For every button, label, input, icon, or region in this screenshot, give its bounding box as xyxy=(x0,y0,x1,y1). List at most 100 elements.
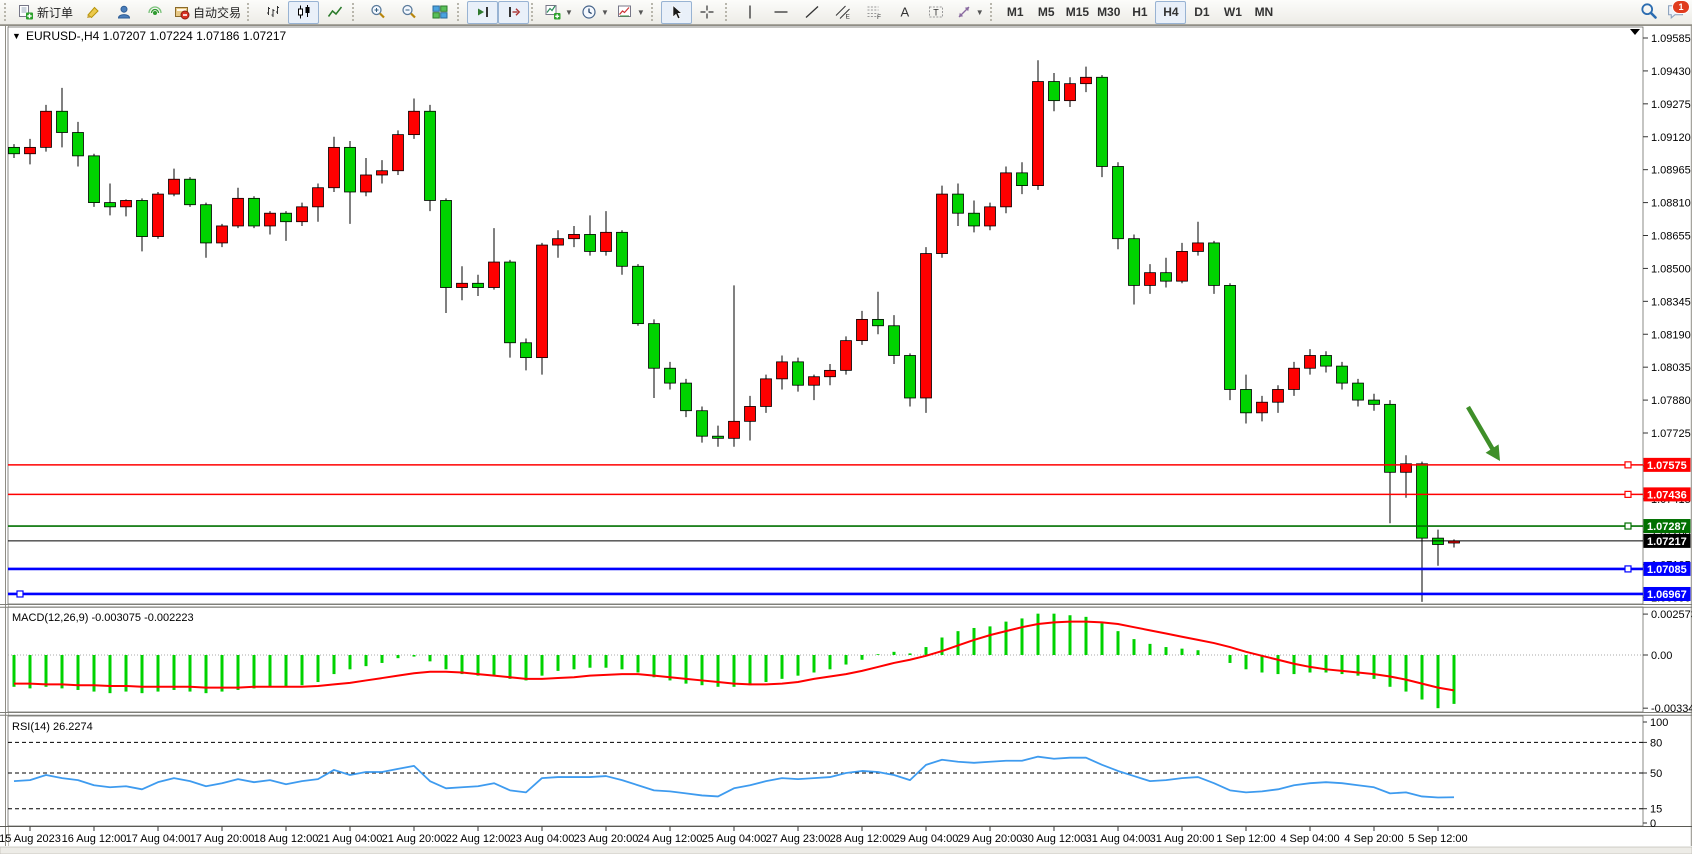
button-label: M5 xyxy=(1037,5,1055,19)
notifications-button[interactable]: 1 xyxy=(1667,0,1690,24)
candle-body xyxy=(24,146,36,155)
candle-body xyxy=(536,244,548,359)
chevron-down-icon[interactable]: ▼ xyxy=(565,7,573,17)
zoom-in-button[interactable] xyxy=(362,1,393,24)
chart-title: ▼ EURUSD-,H4 1.07207 1.07224 1.07186 1.07… xyxy=(12,29,287,43)
vertical-line-button[interactable] xyxy=(735,1,766,24)
candle-body xyxy=(824,369,836,378)
candles-icon xyxy=(296,4,312,20)
search-button[interactable] xyxy=(1640,2,1657,24)
candle-body xyxy=(1144,272,1156,286)
timeframe-button-tf-m5[interactable]: M5 xyxy=(1031,1,1062,24)
tile-windows-button[interactable] xyxy=(424,1,455,24)
candle-body xyxy=(488,261,500,288)
new-order-button[interactable]: 新订单 xyxy=(14,1,77,24)
candle-body xyxy=(616,231,628,267)
templates-button[interactable]: ▼ xyxy=(613,1,649,24)
hline-handle[interactable] xyxy=(1624,522,1632,530)
price-tick-label: 1.08810 xyxy=(1651,198,1691,210)
candle-body xyxy=(840,340,852,371)
horizontal-line-button[interactable] xyxy=(766,1,797,24)
line-chart-icon xyxy=(327,4,343,20)
time-axis[interactable]: 15 Aug 2023 16 Aug 12:00 17 Aug 04:00 17 Au… xyxy=(0,826,1468,846)
timeframe-button-tf-mn[interactable]: MN xyxy=(1248,1,1279,24)
timeframe-button-tf-d1[interactable]: D1 xyxy=(1186,1,1217,24)
toolbar-grip[interactable] xyxy=(531,3,538,21)
timeframe-button-tf-m30[interactable]: M30 xyxy=(1093,1,1124,24)
price-tick-label: 1.08035 xyxy=(1651,362,1691,374)
candle-body xyxy=(472,282,484,288)
toolbar-grip[interactable] xyxy=(247,3,254,21)
fibonacci-button[interactable]: F xyxy=(859,1,890,24)
hline-1.07575[interactable]: 1.07575 xyxy=(8,457,1691,472)
candle-body xyxy=(744,406,756,422)
toolbar-grip[interactable] xyxy=(650,3,658,21)
toolbar-grip[interactable] xyxy=(724,3,732,21)
crosshair-button[interactable] xyxy=(692,1,723,24)
channel-icon: E xyxy=(835,4,851,20)
timeframe-button-tf-m15[interactable]: M15 xyxy=(1062,1,1093,24)
zoom-out-button[interactable] xyxy=(393,1,424,24)
chart-window[interactable]: 1.09585 1.09430 1.09275 1.09120 1.08965 1.088… xyxy=(0,25,1692,854)
arrows-button[interactable]: ▼ xyxy=(952,1,988,24)
hline-1.07085[interactable]: 1.07085 xyxy=(8,561,1691,576)
time-label: 23 Aug 20:00 xyxy=(574,833,639,845)
timeframe-button-tf-m1[interactable]: M1 xyxy=(1000,1,1031,24)
candles-button[interactable] xyxy=(288,0,320,24)
macd-pane[interactable] xyxy=(7,606,1644,713)
candle-body xyxy=(264,212,276,227)
down-arrow-annotation[interactable] xyxy=(1466,405,1500,461)
rsi-pane[interactable] xyxy=(7,715,1644,827)
hline-handle[interactable] xyxy=(1624,490,1632,498)
indicators-button[interactable]: ▼ xyxy=(541,1,577,24)
autotrade-button[interactable]: 自动交易 xyxy=(170,1,245,24)
time-label: 29 Aug 20:00 xyxy=(958,833,1023,845)
time-label: 15 Aug 2023 xyxy=(0,833,61,845)
time-label: 23 Aug 04:00 xyxy=(510,833,575,845)
toolbar-grip[interactable] xyxy=(457,3,464,21)
hline-1.07287[interactable]: 1.07287 xyxy=(8,519,1691,534)
text-label-button[interactable]: T xyxy=(921,1,952,24)
timeframe-button-tf-h4[interactable]: H4 xyxy=(1155,0,1187,24)
main-pane[interactable] xyxy=(7,26,1644,605)
periods-button[interactable]: ▼ xyxy=(577,1,613,24)
price-tick-label: 1.08190 xyxy=(1651,329,1691,341)
chevron-down-icon[interactable]: ▼ xyxy=(975,7,984,17)
line-chart-button[interactable] xyxy=(319,1,350,24)
timeframe-button-tf-h1[interactable]: H1 xyxy=(1124,1,1155,24)
text-button[interactable]: A xyxy=(890,1,921,24)
hline-1.07217[interactable]: 1.07217 xyxy=(8,533,1691,548)
collapse-icon[interactable]: ▼ xyxy=(12,31,21,41)
time-label: 17 Aug 04:00 xyxy=(126,833,191,845)
scroll-to-end-marker[interactable] xyxy=(1630,29,1640,35)
candle-body xyxy=(1000,172,1012,208)
toolbar-grip[interactable] xyxy=(989,3,997,21)
candle-body xyxy=(856,318,868,342)
market-watch-button[interactable] xyxy=(108,1,139,24)
styler-button[interactable] xyxy=(77,1,108,24)
hline-handle[interactable] xyxy=(16,590,24,598)
candle-body xyxy=(712,435,724,439)
cursor-button[interactable] xyxy=(660,0,692,24)
toolbar-grip[interactable] xyxy=(4,3,11,21)
candle-body xyxy=(584,234,596,252)
timeframe-button-tf-w1[interactable]: W1 xyxy=(1217,1,1248,24)
rsi-tick-label: 50 xyxy=(1650,768,1662,780)
candle-body xyxy=(1160,272,1172,282)
channel-button[interactable]: E xyxy=(828,1,859,24)
window-bottom-strip xyxy=(0,846,1692,854)
trendline-button[interactable] xyxy=(797,1,828,24)
chart-shift-button[interactable] xyxy=(498,0,530,24)
bars-chart-button[interactable] xyxy=(257,1,288,24)
auto-scroll-button[interactable] xyxy=(467,0,499,24)
time-label: 21 Aug 20:00 xyxy=(382,833,447,845)
signals-button[interactable] xyxy=(139,1,170,24)
chevron-down-icon[interactable]: ▼ xyxy=(600,7,609,17)
candle-body xyxy=(312,187,324,208)
hline-handle[interactable] xyxy=(1624,565,1632,573)
toolbar-grip[interactable] xyxy=(352,3,359,21)
hline-handle[interactable] xyxy=(1624,461,1632,469)
hline-1.07436[interactable]: 1.07436 xyxy=(8,487,1691,502)
hline-1.06967[interactable]: 1.06967 xyxy=(8,586,1691,601)
chevron-down-icon[interactable]: ▼ xyxy=(636,7,645,17)
